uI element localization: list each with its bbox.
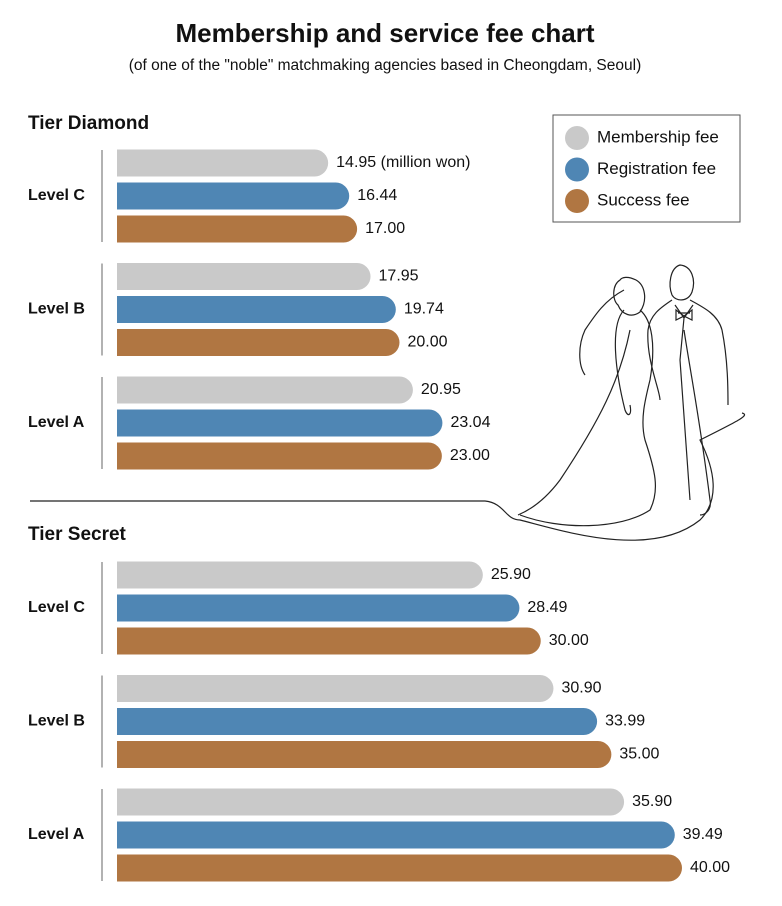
value-label: 30.00	[549, 632, 589, 649]
category-label: Level A	[28, 414, 85, 431]
category-label: Level B	[28, 301, 85, 318]
value-label: 33.99	[605, 713, 645, 730]
value-label: 23.04	[450, 414, 490, 431]
chart-subtitle: (of one of the "noble" matchmaking agenc…	[129, 57, 642, 74]
value-label: 17.95	[379, 268, 419, 285]
bar	[117, 329, 400, 356]
category-label: Level A	[28, 826, 85, 843]
value-label: 17.00	[365, 220, 405, 237]
value-label: 16.44	[357, 187, 397, 204]
bar	[117, 821, 675, 849]
bar	[117, 627, 541, 655]
bar	[117, 376, 413, 404]
legend-swatch	[565, 126, 589, 150]
bar	[117, 788, 625, 816]
legend-swatch	[565, 189, 589, 213]
bar	[117, 263, 371, 290]
value-label: 39.49	[683, 826, 723, 843]
bar	[117, 296, 396, 323]
legend-label: Success fee	[597, 190, 690, 209]
value-label: 25.90	[491, 566, 531, 583]
legend-label: Registration fee	[597, 159, 716, 178]
value-label: 28.49	[527, 599, 567, 616]
value-label: 20.00	[408, 334, 448, 351]
category-label: Level C	[28, 599, 85, 616]
category-label: Level C	[28, 187, 85, 204]
value-label: 19.74	[404, 301, 444, 318]
bar	[117, 561, 483, 589]
bar	[117, 741, 612, 768]
bar	[117, 854, 682, 882]
panel-title: Tier Secret	[28, 524, 127, 545]
value-label: 35.90	[632, 793, 672, 810]
legend-swatch	[565, 157, 589, 182]
value-label: 20.95	[421, 381, 461, 398]
legend-label: Membership fee	[597, 127, 719, 146]
bar	[117, 149, 329, 177]
bar	[117, 215, 358, 243]
bar	[117, 182, 350, 210]
panel-title: Tier Diamond	[28, 113, 149, 134]
category-label: Level B	[28, 713, 85, 730]
bar	[117, 594, 520, 622]
bar	[117, 708, 598, 735]
chart-title: Membership and service fee chart	[175, 18, 594, 48]
value-label: 35.00	[619, 746, 659, 763]
bar	[117, 442, 442, 470]
couple-illustration	[30, 264, 746, 541]
value-label: 23.00	[450, 447, 490, 464]
value-label: 40.00	[690, 859, 730, 876]
value-label: 14.95 (million won)	[336, 154, 470, 171]
bar	[117, 409, 443, 437]
bar	[117, 675, 554, 702]
value-label: 30.90	[561, 680, 601, 697]
